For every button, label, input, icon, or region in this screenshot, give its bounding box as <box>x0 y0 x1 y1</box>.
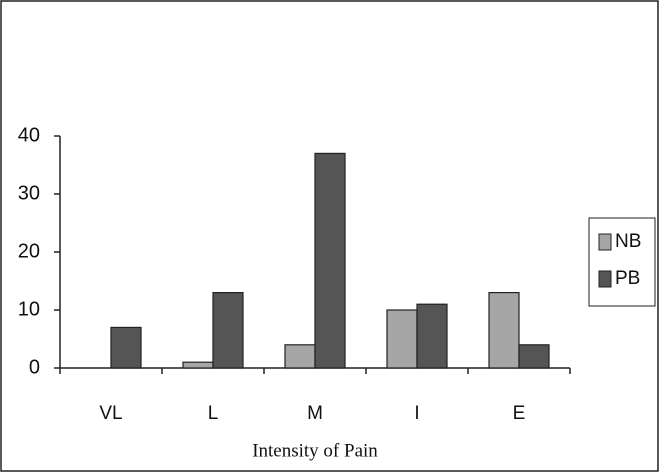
bar <box>518 344 550 369</box>
x-tick-label: E <box>513 403 526 424</box>
y-tick-label: 10 <box>18 298 40 320</box>
bar <box>416 303 448 369</box>
bar <box>488 292 520 369</box>
y-tick-label: 20 <box>18 240 40 262</box>
bar <box>314 152 346 369</box>
legend-label: NB <box>615 231 641 252</box>
y-tick-label: 0 <box>29 356 40 378</box>
y-tick-label: 30 <box>18 182 40 204</box>
x-tick-label: L <box>208 403 219 424</box>
bar <box>110 326 142 369</box>
bar <box>386 309 418 369</box>
bar <box>212 292 244 369</box>
y-tick-label: 40 <box>18 124 40 146</box>
legend-swatch <box>598 270 612 288</box>
bar <box>284 344 316 369</box>
x-tick-label: VL <box>99 403 122 424</box>
x-tick-label: I <box>414 403 419 424</box>
x-axis-title: Intensity of Pain <box>252 440 378 461</box>
legend <box>588 217 656 307</box>
legend-swatch <box>598 233 612 251</box>
bar <box>182 361 214 369</box>
x-tick-label: M <box>307 403 323 424</box>
legend-label: PB <box>615 268 640 289</box>
